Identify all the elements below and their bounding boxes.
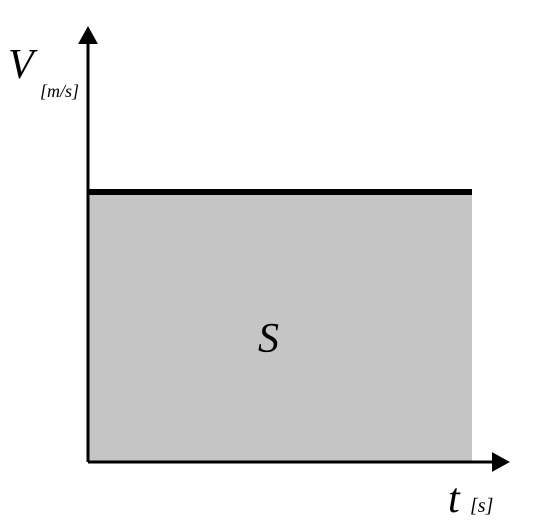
y-axis-unit: [m/s]: [40, 81, 79, 101]
velocity-time-chart: V [m/s] t [s] S: [0, 0, 535, 529]
area-label: S: [258, 316, 279, 362]
area-under-curve: [88, 192, 472, 462]
x-axis-unit: [s]: [470, 495, 493, 517]
y-axis-label: V: [8, 42, 38, 88]
x-axis-label: t: [448, 476, 461, 522]
